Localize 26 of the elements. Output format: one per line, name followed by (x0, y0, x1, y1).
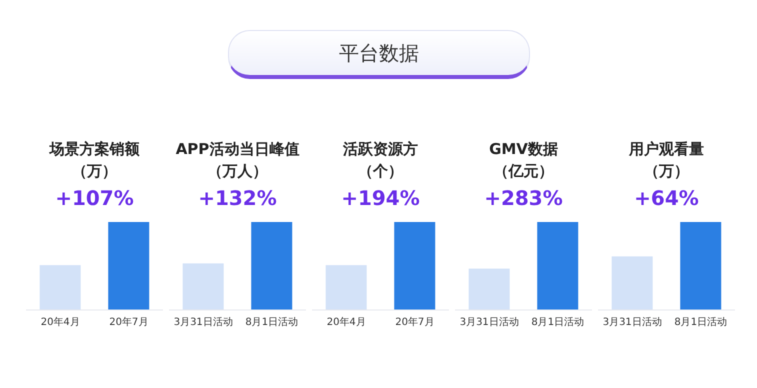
chart-title: 用户观看量 (628, 140, 705, 160)
text: +194% (340, 186, 421, 212)
x-tick-label: 20年4月 (326, 316, 366, 328)
x-tick-label: 3月31日活动 (602, 316, 662, 328)
chart-subtitle: （万） (643, 162, 690, 182)
chart-subtitle: （万） (71, 162, 118, 182)
x-tick-label: 3月31日活动 (174, 316, 233, 328)
chart-title: APP活动当日峰值 (174, 140, 300, 160)
x-tick-label: 3月31日活动 (460, 316, 519, 328)
text: +283% (483, 186, 564, 212)
chart-title: 场景方案销额 (48, 140, 140, 160)
text: +132% (197, 186, 278, 212)
text: +107% (54, 186, 135, 212)
x-tick-label: 8月1日活动 (531, 316, 584, 328)
x-tick-label: 20年7月 (109, 316, 148, 328)
x-tick-label: 8月1日活动 (245, 316, 298, 328)
chart-title: GMV数据 (488, 140, 559, 160)
chart-subtitle: （亿元） (492, 162, 554, 182)
x-tick-label: 8月1日活动 (674, 316, 728, 328)
text: +64% (633, 186, 700, 212)
text: 平台数据 (228, 30, 530, 79)
chart-subtitle: （万人） (206, 162, 268, 182)
chart-subtitle: （个） (357, 162, 404, 182)
x-tick-label: 20年7月 (395, 316, 434, 328)
x-tick-label: 20年4月 (40, 316, 80, 328)
chart-title: 活跃资源方 (342, 140, 419, 160)
